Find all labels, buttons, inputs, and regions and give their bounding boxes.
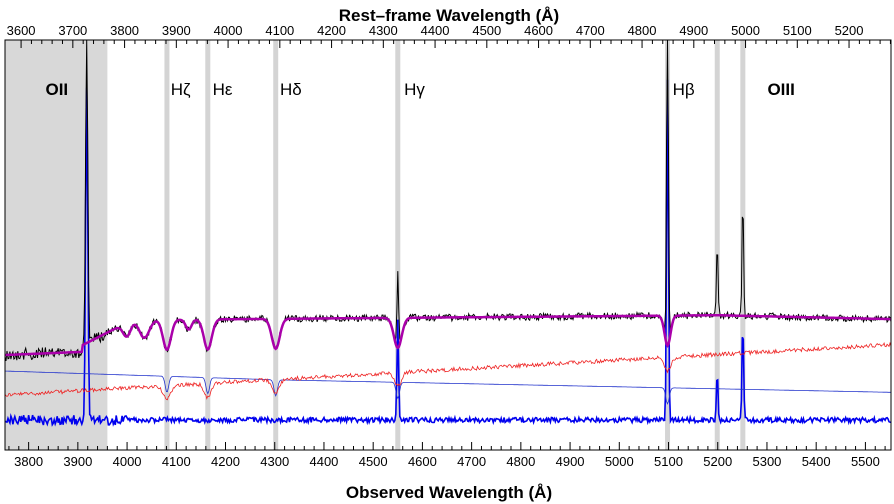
- top-tick-label: 3800: [110, 23, 139, 38]
- plot-frame: [4, 39, 892, 451]
- bottom-tick-label: 4000: [113, 454, 142, 469]
- bottom-tick-label: 4600: [408, 454, 437, 469]
- top-tick-label: 5100: [783, 23, 812, 38]
- line-marker-layer: [164, 40, 746, 450]
- bottom-tick-label: 5000: [605, 454, 634, 469]
- bottom-tick-label: 4500: [359, 454, 388, 469]
- top-tick-label: 4400: [421, 23, 450, 38]
- top-axis-title: Rest–frame Wavelength (Å): [339, 6, 559, 25]
- line-marker-band: [164, 40, 170, 450]
- top-tick-label: 4200: [317, 23, 346, 38]
- series-model-line: [5, 313, 891, 357]
- line-label-layer: OII Hζ Hε Hδ Hγ Hβ OIII: [45, 80, 794, 99]
- line-marker-band: [665, 40, 671, 450]
- top-tick-label: 4900: [679, 23, 708, 38]
- bottom-tick-label: 4200: [211, 454, 240, 469]
- bottom-tick-label: 4100: [162, 454, 191, 469]
- top-tick-label: 5200: [835, 23, 864, 38]
- top-tick-label: 3600: [7, 23, 36, 38]
- bottom-tick-label: 4900: [556, 454, 585, 469]
- line-marker-band: [740, 40, 746, 450]
- top-tick-label: 4100: [265, 23, 294, 38]
- series-observed-line: [4, 39, 892, 362]
- top-tick-label: 5000: [731, 23, 760, 38]
- bottom-tick-label: 5400: [802, 454, 831, 469]
- series-residual-line: [4, 79, 892, 427]
- bottom-tick-label: 5200: [703, 454, 732, 469]
- bottom-tick-label: 5100: [654, 454, 683, 469]
- line-marker-band: [714, 40, 720, 450]
- line-marker-band: [273, 40, 279, 450]
- spectral-line-label: Hβ: [673, 80, 695, 99]
- top-tick-label: 3700: [58, 23, 87, 38]
- spectral-line-label: OII: [45, 80, 68, 99]
- line-marker-band: [205, 40, 211, 450]
- line-marker-band: [395, 40, 401, 450]
- bottom-tick-label: 5500: [851, 454, 880, 469]
- series-layer: [4, 39, 892, 427]
- bottom-axis-title: Observed Wavelength (Å): [346, 483, 552, 502]
- series-continuum-line: [4, 370, 891, 405]
- top-tick-label: 4800: [628, 23, 657, 38]
- bottom-tick-label: 4300: [260, 454, 289, 469]
- top-tick-label: 4300: [369, 23, 398, 38]
- spectral-line-label: Hδ: [280, 80, 302, 99]
- bottom-tick-label: 3800: [14, 454, 43, 469]
- top-tick-label: 4600: [524, 23, 553, 38]
- top-tick-label: 4500: [472, 23, 501, 38]
- bottom-tick-label: 4700: [457, 454, 486, 469]
- top-tick-label: 4700: [576, 23, 605, 38]
- bottom-tick-label: 4800: [506, 454, 535, 469]
- bottom-tick-label: 3900: [63, 454, 92, 469]
- bottom-tick-label: 5300: [752, 454, 781, 469]
- spectral-line-label: Hε: [213, 80, 233, 99]
- bottom-tick-label: 4400: [309, 454, 338, 469]
- spectral-line-label: Hζ: [171, 80, 191, 99]
- spectral-line-label: OIII: [767, 80, 794, 99]
- series-stellar-line: [4, 341, 892, 401]
- tick-layer: 3800 3900 4000 4100 4200 4300 4400 4500 4600 4700…: [7, 23, 891, 469]
- spectral-line-label: Hγ: [404, 80, 425, 99]
- top-tick-label: 3900: [162, 23, 191, 38]
- top-tick-label: 4000: [214, 23, 243, 38]
- shade-layer: [5, 40, 108, 450]
- shaded-region: [5, 40, 108, 450]
